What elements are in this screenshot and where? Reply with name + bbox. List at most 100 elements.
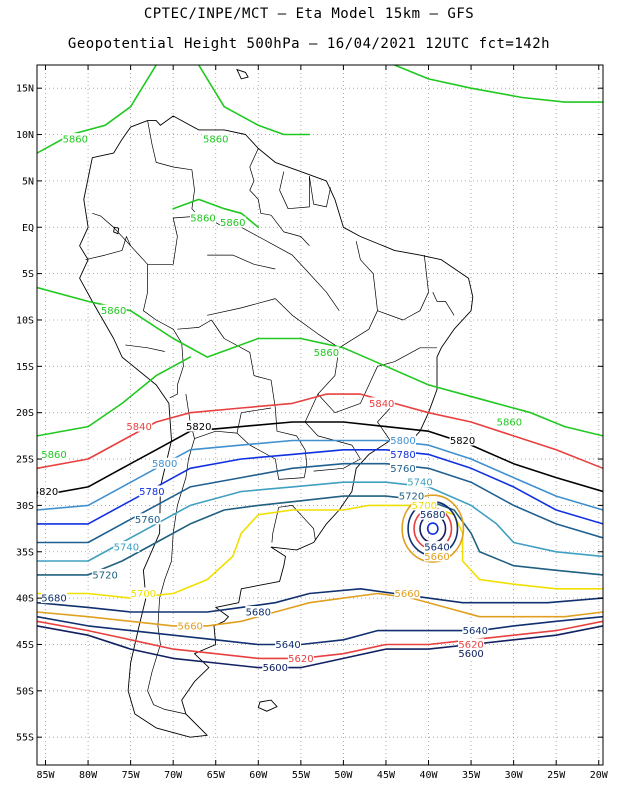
lat-tick-label: 25S (16, 455, 34, 466)
contour-label-5640: 5640 (424, 543, 449, 554)
contour-label-bg (113, 541, 140, 553)
island-outline (257, 699, 278, 712)
political-border (143, 264, 184, 399)
contour-label-bg (262, 661, 289, 673)
contour-label-bg (313, 346, 340, 358)
political-border (309, 176, 331, 208)
axis-ticks: 15N 10N 5N EQ 5S 10S 15S 20S 25S 30S 35S 40S 45S 50S 5… (16, 65, 609, 781)
contour-5700 (37, 504, 603, 599)
political-border (274, 407, 308, 478)
lon-tick-label: 50W (334, 770, 353, 781)
contour-5740 (37, 481, 603, 562)
contour-label-5860: 5860 (314, 348, 339, 359)
contour-label-bg (219, 216, 246, 228)
contour-label-5740: 5740 (407, 478, 432, 489)
map-frame (36, 64, 604, 766)
contour-5720 (37, 495, 603, 576)
contour-label-5800: 5800 (390, 436, 415, 447)
contour-label-5860: 5860 (190, 213, 215, 224)
political-border (207, 298, 340, 349)
contour-label-5820: 5820 (33, 487, 58, 498)
contour-5780 (37, 448, 603, 525)
contour-label-5840: 5840 (369, 399, 394, 410)
contour-label-5620: 5620 (458, 640, 483, 651)
contour-label-5700: 5700 (412, 501, 437, 512)
contour-label-bg (138, 485, 165, 497)
contour-label-bg (177, 619, 204, 631)
contour-label-bg (287, 652, 314, 664)
contour-5660 (37, 592, 603, 627)
contour-label-5640: 5640 (463, 626, 488, 637)
political-border (279, 171, 310, 210)
political-border (236, 432, 305, 480)
island-outline (236, 68, 249, 80)
contour-label-5760: 5760 (390, 464, 415, 475)
contour-label-bg (368, 397, 395, 409)
lon-tick-label: 30W (505, 770, 524, 781)
contour-label-bg (37, 485, 59, 497)
lat-tick-label: 55S (16, 733, 34, 744)
political-border (270, 214, 310, 247)
contour-label-bg (130, 587, 157, 599)
contour-label-bg (41, 592, 68, 604)
political-border (432, 292, 455, 316)
contour-label-bg (389, 462, 416, 474)
map-title-line-1: CPTEC/INPE/MCT — Eta Model 15km — GFS (143, 6, 475, 22)
coastlines-and-borders (79, 65, 474, 738)
contour-5640 (37, 615, 603, 646)
political-border (313, 458, 361, 472)
gridlines (37, 65, 603, 765)
political-border (317, 347, 395, 414)
contour-label-bg (424, 550, 451, 562)
contour-label-5860: 5860 (497, 417, 522, 428)
contour-label-bg (462, 624, 489, 636)
lon-tick-label: 80W (79, 770, 98, 781)
political-border (278, 505, 316, 540)
contour-label-5860: 5860 (220, 218, 245, 229)
contour-label-bg (389, 434, 416, 446)
contour-5620 (37, 620, 603, 660)
contour-label-bg (41, 448, 68, 460)
political-border (339, 241, 378, 349)
contour-label-bg (449, 434, 476, 446)
political-border (241, 226, 340, 311)
contour-label-5680: 5680 (420, 510, 445, 521)
lon-tick-label: 65W (207, 770, 226, 781)
lat-tick-label: 35S (16, 547, 34, 558)
contour-label-5660: 5660 (424, 552, 449, 563)
contour-label-5620: 5620 (288, 654, 313, 665)
lat-tick-label: 30S (16, 501, 34, 512)
political-border (147, 438, 195, 715)
lat-tick-label: 45S (16, 640, 34, 651)
political-border (304, 393, 361, 460)
contour-label-bg (202, 133, 229, 145)
contour-label-5740: 5740 (114, 543, 139, 554)
lat-tick-label: 15S (16, 362, 34, 373)
lon-tick-label: 45W (377, 770, 396, 781)
south-america-coastline (79, 115, 474, 738)
lat-tick-label: 10S (16, 315, 34, 326)
contour-label-5660: 5660 (177, 621, 202, 632)
contour-label-bg (185, 420, 212, 432)
contour-label-5820: 5820 (450, 436, 475, 447)
lat-tick-label: 5N (22, 176, 34, 187)
contour-label-5680: 5680 (41, 594, 66, 605)
contour-label-5700: 5700 (131, 589, 156, 600)
contour-label-5720: 5720 (92, 570, 117, 581)
contour-label-bg (496, 415, 523, 427)
contour-label-5600: 5600 (263, 663, 288, 674)
lon-tick-label: 75W (122, 770, 141, 781)
contour-label-bg (189, 211, 216, 223)
lon-tick-label: 85W (36, 770, 55, 781)
political-border (207, 254, 276, 270)
lat-tick-label: 40S (16, 594, 34, 605)
contour-label-bg (126, 420, 153, 432)
political-border (249, 148, 272, 216)
contour-label-5840: 5840 (126, 422, 151, 433)
contour-label-bg (458, 647, 485, 659)
contour-label-5820: 5820 (186, 422, 211, 433)
contour-label-5860: 5860 (101, 306, 126, 317)
contour-lines (37, 65, 603, 669)
political-border (394, 347, 437, 363)
